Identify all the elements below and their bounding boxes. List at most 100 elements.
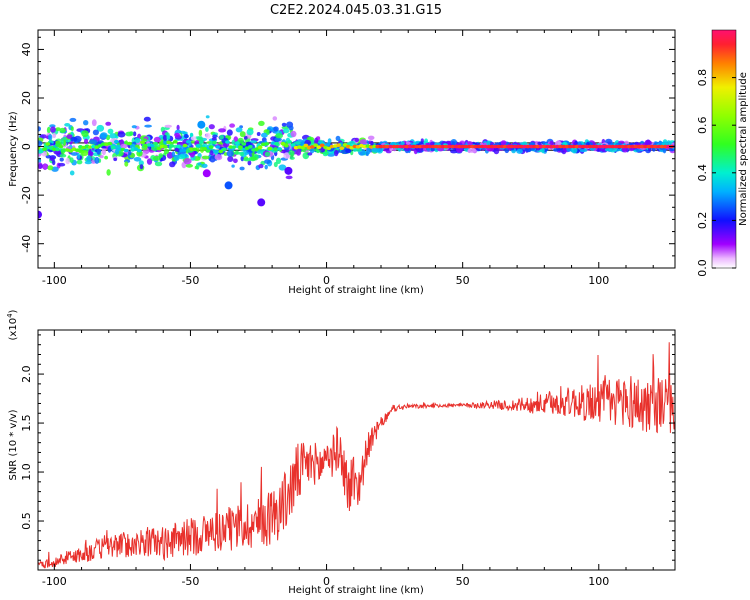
snr-xtick-label: 100 [588, 575, 609, 588]
spectrogram-cell [430, 147, 435, 152]
spectrogram-feature [257, 198, 266, 207]
spectrogram-cell [212, 134, 218, 138]
spectrogram-cell [451, 141, 455, 146]
spectrogram-cell [198, 129, 203, 137]
spectrogram-cell [493, 148, 500, 155]
spectrogram-cell [109, 133, 118, 139]
spectrogram-cell [129, 131, 134, 136]
spectrogram-cell [214, 154, 223, 161]
spectrogram-cell [192, 147, 198, 152]
spectrogram-cell [205, 127, 209, 132]
spectrogram-ylabel: Frequency (Hz) [8, 111, 19, 187]
spectrogram-cell [209, 155, 216, 163]
spectrogram-cell [288, 150, 295, 156]
spectrogram-cell [189, 132, 194, 138]
spectrogram-cell [225, 140, 230, 144]
spectrogram-cell [235, 150, 239, 155]
snr-line-area [38, 342, 675, 569]
spectrogram-cell [96, 124, 105, 132]
spectrogram-cell [100, 132, 108, 139]
spectrogram-cell [610, 144, 616, 149]
spectrogram-cell [525, 144, 531, 149]
snr-series-line [38, 342, 675, 569]
spectrogram-cell [172, 140, 178, 144]
spectrogram-xtick-label: 0 [323, 274, 330, 287]
spectrogram-cell [247, 145, 253, 149]
spectrogram-cell [52, 159, 56, 166]
spectrogram-cell [89, 139, 98, 145]
spectrogram-ytick-label: -40 [20, 235, 33, 253]
spectrogram-cell [434, 144, 439, 149]
spectrogram-cell [275, 133, 284, 139]
snr-xtick-label: -100 [42, 575, 67, 588]
spectrogram-cell [164, 124, 172, 128]
spectrogram-cell [176, 144, 181, 149]
spectrogram-cell [39, 134, 48, 139]
spectrogram-cell [600, 144, 606, 149]
spectrogram-cell [163, 145, 168, 149]
spectrogram-cell [584, 144, 590, 149]
spectrogram-cell [367, 135, 375, 140]
spectrogram-cell [117, 131, 126, 138]
spectrogram-cell [162, 134, 168, 141]
spectrogram-cell [218, 128, 226, 133]
spectrogram-xtick-label: 100 [588, 274, 609, 287]
spectrogram-cell [417, 144, 423, 149]
spectrogram-feature [224, 181, 233, 190]
spectrogram-cell [662, 147, 667, 154]
spectrogram-cell [228, 145, 234, 149]
spectrogram-cell [256, 132, 261, 136]
spectrogram-cell [319, 143, 325, 148]
spectrogram-cell [335, 135, 341, 142]
spectrogram-cell [385, 144, 390, 149]
spectrogram-cell [65, 157, 70, 165]
spectrogram-cell [437, 144, 443, 149]
spectrogram-cell [359, 139, 367, 145]
snr-ticks: -100 -50 0 50 100 0.5 1.0 1.5 2.0 [20, 330, 675, 588]
spectrogram-cell [154, 161, 163, 167]
spectrogram-cell [215, 145, 221, 149]
colorbar-ticks: 0.0 0.2 0.4 0.6 0.8 [696, 69, 736, 277]
spectrogram-cell [643, 144, 648, 149]
spectrogram-cell [123, 148, 129, 153]
spectrogram-cell [483, 144, 488, 149]
snr-frame [37, 329, 676, 571]
spectrogram-cell [257, 145, 263, 150]
spectrogram-cell [174, 148, 179, 152]
spectrogram-cell [630, 144, 635, 149]
spectrogram-cell [169, 144, 175, 148]
spectrogram-ytick-label: 0 [20, 143, 33, 150]
spectrogram-cell [394, 144, 400, 149]
spectrogram-xtick-label: 50 [456, 274, 470, 287]
spectrogram-cell [174, 132, 180, 138]
spectrogram-cell [287, 140, 292, 144]
spectrogram-cell [110, 145, 116, 150]
spectrogram-cell [114, 139, 119, 144]
spectrogram-cell [354, 147, 363, 152]
spectrogram-cell [506, 144, 511, 149]
spectrogram-heatmap [38, 115, 675, 219]
spectrogram-cell [316, 145, 322, 149]
spectrogram-cell [84, 138, 89, 144]
spectrogram-cell [241, 142, 247, 146]
spectrogram-cell [322, 151, 328, 157]
spectrogram-cell [424, 138, 429, 145]
spectrogram-cell [476, 144, 482, 149]
spectrogram-cell [336, 143, 341, 147]
spectrogram-cell [176, 124, 180, 131]
spectrogram-cell [283, 143, 289, 148]
spectrogram-cell [219, 135, 225, 140]
spectrogram-cell [70, 136, 78, 142]
spectrogram-cell [453, 144, 459, 149]
spectrogram-cell [264, 164, 268, 170]
spectrogram-cell [457, 144, 462, 149]
spectrogram-cell [249, 140, 258, 144]
spectrogram-cell [96, 148, 102, 153]
spectrogram-cell [571, 144, 577, 149]
spectrogram-cell [282, 128, 290, 134]
spectrogram-cell [61, 148, 67, 152]
spectrogram-cell [264, 151, 271, 157]
spectrogram-cell [231, 139, 236, 145]
spectrogram-cell [574, 144, 580, 149]
